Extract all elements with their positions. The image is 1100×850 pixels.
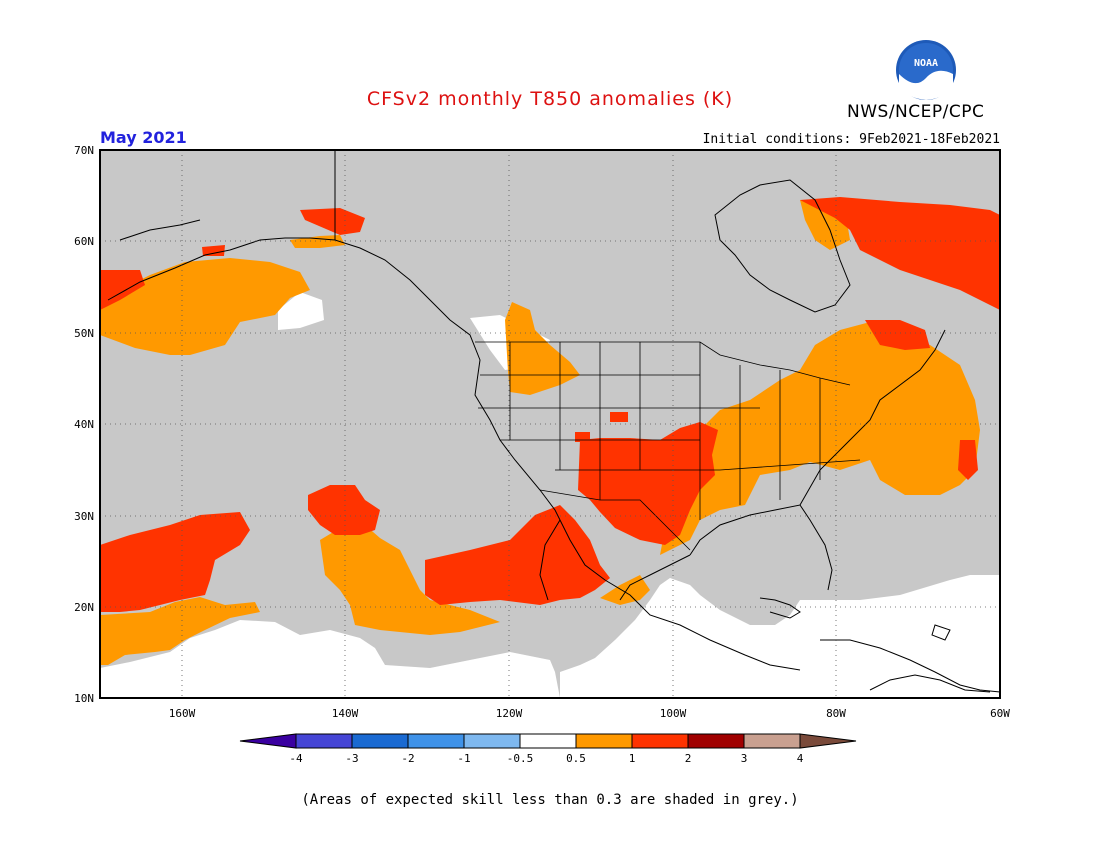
colorbar-swatch [351,733,409,749]
lon-label: 120W [496,707,523,720]
colorbar-tick-label: 2 [685,752,692,765]
skill-footnote: (Areas of expected skill less than 0.3 a… [301,792,799,808]
colorbar-swatch [463,733,521,749]
colorbar-swatch [519,733,577,749]
colorbar-swatch [631,733,689,749]
colorbar-left-arrow [239,733,297,749]
near-normal-regions [100,292,1000,698]
lat-label: 30N [74,510,94,523]
coastlines [107,150,1001,693]
colorbar-tick-label: 4 [797,752,804,765]
colorbar: -4 -3 -2 -1 -0.5 0.5 1 2 3 4 [239,733,857,765]
graticule [100,150,1000,698]
colorbar-swatch [687,733,745,749]
colorbar-right-arrow [799,733,857,749]
lon-label: 80W [826,707,846,720]
lon-label: 160W [169,707,196,720]
lat-label: 10N [74,692,94,705]
lat-label: 50N [74,327,94,340]
lat-label: 40N [74,418,94,431]
colorbar-swatch [407,733,465,749]
noaa-logo: NOAA [896,40,956,100]
forecast-month: May 2021 [100,128,187,147]
colorbar-tick-label: 3 [741,752,748,765]
colorbar-tick-label: 0.5 [566,752,586,765]
lon-label: 60W [990,707,1010,720]
colorbar-swatch [295,733,353,749]
map-plot: 70N 60N 50N 40N 30N 20N 10N 160W 140W 12… [74,144,1010,720]
initial-conditions: Initial conditions: 9Feb2021-18Feb2021 [702,132,1000,147]
lon-label: 140W [332,707,359,720]
lat-label: 70N [74,144,94,157]
colorbar-swatch [575,733,633,749]
colorbar-tick-label: -4 [289,752,303,765]
anomaly-red-regions [100,197,1000,612]
colorbar-tick-label: -1 [457,752,470,765]
latitude-labels: 70N 60N 50N 40N 30N 20N 10N [74,144,94,705]
colorbar-labels: -4 -3 -2 -1 -0.5 0.5 1 2 3 4 [289,752,803,765]
lat-label: 20N [74,601,94,614]
colorbar-tick-label: -0.5 [507,752,534,765]
lat-label: 60N [74,235,94,248]
map-frame [99,149,1001,699]
logo-text: NOAA [914,58,938,69]
lon-label: 100W [660,707,687,720]
colorbar-tick-label: -3 [345,752,358,765]
longitude-labels: 160W 140W 120W 100W 80W 60W [169,707,1011,720]
colorbar-tick-label: 1 [629,752,636,765]
map-title: CFSv2 monthly T850 anomalies (K) [366,88,734,110]
colorbar-swatch [743,733,801,749]
political-borders [475,341,861,551]
colorbar-tick-label: -2 [401,752,414,765]
agency-label: NWS/NCEP/CPC [847,102,985,122]
